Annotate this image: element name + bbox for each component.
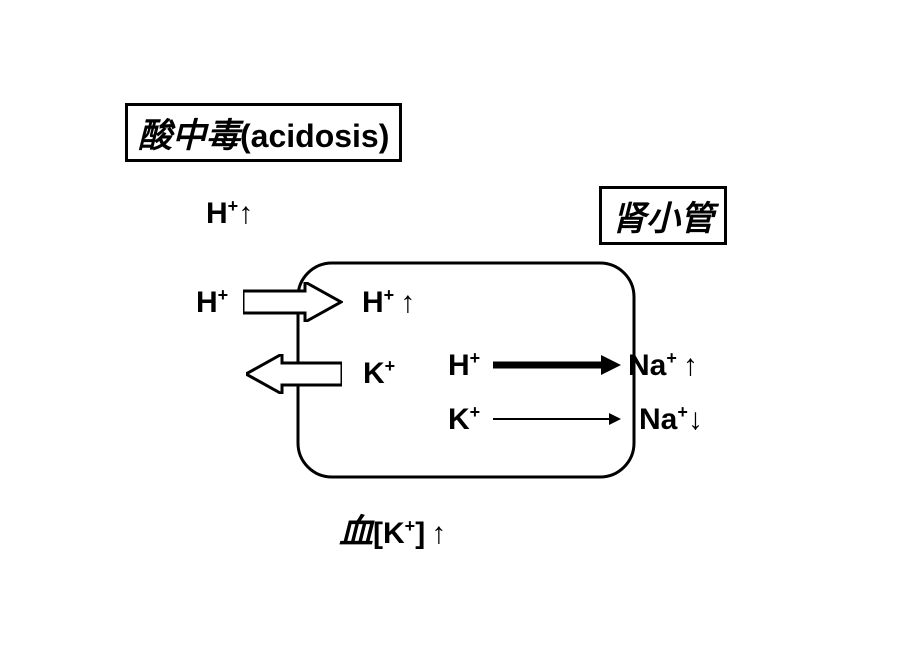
label-na-plus-up: Na+↑ bbox=[628, 349, 698, 383]
arrow-h-into-cell bbox=[243, 282, 343, 322]
title-cjk: 酸中毒 bbox=[138, 118, 240, 155]
title-lat: (acidosis) bbox=[240, 118, 389, 154]
title-acidosis-box: 酸中毒(acidosis) bbox=[125, 103, 402, 162]
label-k-plus-intracellular: K+ bbox=[363, 357, 395, 391]
arrow-k-out-of-cell bbox=[246, 354, 342, 394]
label-blood-k-up: 血[K+]↑ bbox=[339, 504, 446, 553]
diagram-canvas: 酸中毒(acidosis) 肾小管 H+↑ H+ H+↑ K+ H+ K+ bbox=[0, 0, 920, 651]
label-h-plus-up-intracellular: H+↑ bbox=[362, 286, 415, 320]
label-na-plus-down: Na+↓ bbox=[639, 403, 703, 437]
label-h-plus-up-extracellular: H+↑ bbox=[206, 197, 253, 231]
label-k-plus-exchange: K+ bbox=[448, 403, 480, 437]
label-h-plus-exchange: H+ bbox=[448, 349, 480, 383]
label-h-plus-extracellular: H+ bbox=[196, 286, 228, 320]
arrow-k-na-thin bbox=[493, 410, 623, 428]
arrow-h-na-thick bbox=[493, 352, 623, 378]
renal-tubule-box: 肾小管 bbox=[599, 186, 727, 245]
